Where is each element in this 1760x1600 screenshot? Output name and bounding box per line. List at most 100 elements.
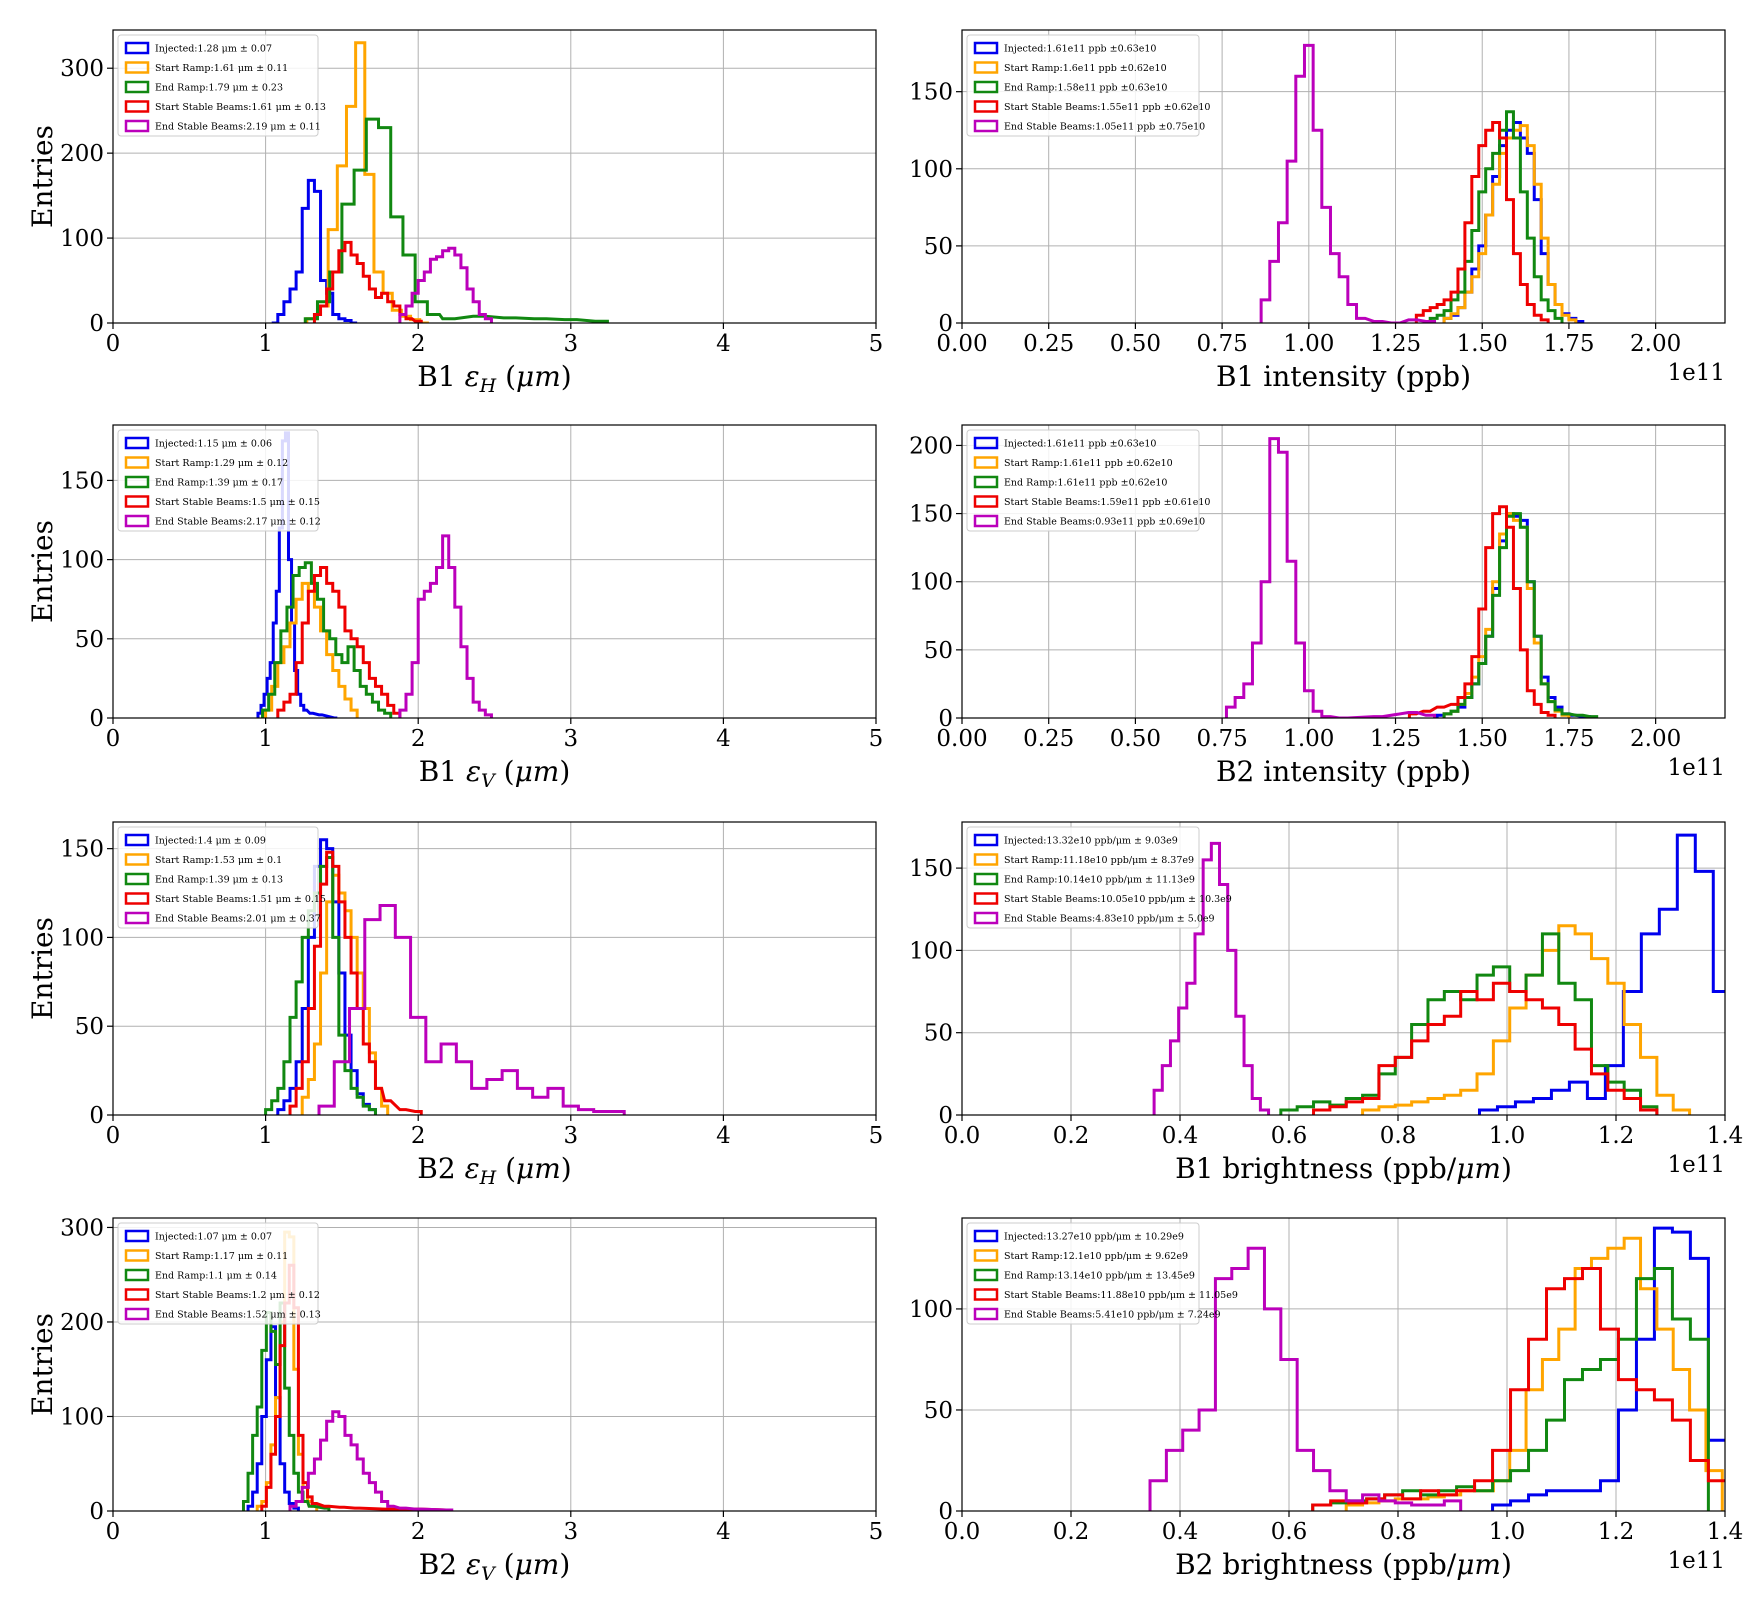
legend-entry: End Ramp:10.14e10 ppb/μm ± 11.13e9 [1004, 875, 1195, 886]
x-tick-label: 1.0 [1489, 1519, 1526, 1545]
y-axis-label: Entries [26, 917, 59, 1020]
unit-close: ) [1501, 1152, 1512, 1185]
legend-entry: Start Stable Beams:1.5 μm ± 0.15 [155, 497, 320, 508]
histogram-series-4 [1148, 1246, 1463, 1511]
x-tick-label: 1.00 [1283, 331, 1334, 357]
unit-close: ) [559, 1548, 570, 1581]
y-tick-label: 200 [909, 433, 953, 459]
legend: Injected:13.27e10 ppb/μm ± 10.29e9 Start … [966, 1222, 1238, 1325]
legend-box [966, 826, 1200, 929]
epsilon-symbol: ε [466, 755, 481, 788]
legend-entry: End Ramp:1.79 μm ± 0.23 [155, 83, 283, 94]
legend-swatch [124, 1288, 150, 1301]
histogram-series-4 [317, 903, 626, 1115]
unit-open: ( [495, 755, 515, 788]
x-tick-label: 0.0 [944, 1519, 981, 1545]
histogram-series-3 [1311, 1267, 1725, 1511]
histogram-series-3 [260, 1263, 453, 1511]
legend-swatch [124, 119, 150, 133]
histogram-series-2 [261, 561, 393, 718]
legend-box [117, 1222, 319, 1325]
x-tick-label: 0.6 [1271, 1123, 1308, 1149]
unit-mu: μm [1456, 1152, 1501, 1185]
x-tick-label: 1.0 [1489, 1123, 1526, 1149]
legend-entry: Start Ramp:1.61 μm ± 0.11 [155, 63, 288, 74]
y-tick-label: 50 [924, 1398, 953, 1424]
plot-frame [112, 424, 877, 719]
legend-swatch [973, 892, 999, 905]
legend-entry: End Stable Beams:2.19 μm ± 0.11 [155, 122, 321, 133]
unit-close: ) [561, 1152, 572, 1185]
legend-swatch [973, 456, 999, 469]
legend-swatch [124, 436, 150, 450]
histogram-series-0 [271, 178, 358, 323]
x-axis-label: B1 εH (μm) [417, 360, 571, 397]
legend-entry: Start Stable Beams:1.51 μm ± 0.15 [155, 894, 326, 905]
legend-entry: Start Ramp:1.6e11 ppb ±0.62e10 [1004, 63, 1167, 74]
x-tick-label: 1.25 [1370, 331, 1421, 357]
x-tick-label: 4 [716, 726, 731, 752]
y-tick-label: 100 [60, 925, 104, 951]
panel-b2-brightness: 0.0 0.2 0.4 0.6 0.8 1.0 1.2 1.4 0 50 100 B2 brightn… [909, 1217, 1743, 1581]
panel-b2-ev: 0 1 2 3 4 5 0 100 200 300 B2 εV (μm) Entries Injecte… [26, 1215, 883, 1585]
histogram-series-3 [1312, 981, 1659, 1115]
legend-entry: End Ramp:1.1 μm ± 0.14 [155, 1271, 277, 1282]
legend-entry: Injected:13.32e10 ppb/μm ± 9.03e9 [1004, 836, 1178, 847]
x-tick-label: 1.50 [1457, 726, 1508, 752]
legend-entry: Injected:13.27e10 ppb/μm ± 10.29e9 [1004, 1232, 1184, 1243]
histogram-series-0 [1477, 833, 1725, 1115]
epsilon-symbol: ε [465, 1152, 480, 1185]
histogram-series-4 [1152, 841, 1271, 1115]
legend-swatch [124, 892, 150, 905]
y-tick-label: 300 [60, 1215, 104, 1241]
panel-b1-eh: 0 1 2 3 4 5 0 100 200 300 B1 εH (μm) Entries Injecte… [26, 29, 884, 397]
histogram-series-1 [264, 581, 359, 718]
legend-swatch [124, 872, 150, 886]
histogram-series-3 [288, 850, 423, 1115]
x-tick-label: 2.00 [1630, 331, 1681, 357]
x-tick-label: 1 [258, 726, 273, 752]
y-tick-label: 200 [60, 141, 104, 167]
y-tick-label: 100 [60, 226, 104, 252]
legend-entry: Start Ramp:1.29 μm ± 0.12 [155, 458, 288, 469]
x-tick-label: 2 [411, 331, 426, 357]
unit-close: ) [1501, 1548, 1512, 1581]
x-tick-label: 1.50 [1457, 331, 1508, 357]
legend: Injected:13.32e10 ppb/μm ± 9.03e9 Start R… [966, 826, 1232, 929]
legend-box [966, 429, 1200, 532]
histogram-series-3 [1414, 121, 1550, 323]
legend-box [117, 34, 319, 137]
legend-swatch [973, 1229, 999, 1243]
unit-mu: μm [516, 1152, 561, 1185]
legend-swatch [973, 872, 999, 886]
x-tick-label: 5 [869, 1519, 884, 1545]
x-tick-label: 3 [563, 331, 578, 357]
histogram-series-2 [241, 1301, 331, 1511]
legend-entry: End Stable Beams:2.17 μm ± 0.12 [155, 517, 321, 528]
y-tick-label: 0 [89, 311, 104, 337]
legend-entry: End Stable Beams:1.05e11 ppb ±0.75e10 [1004, 122, 1205, 133]
y-tick-label: 100 [60, 1404, 104, 1430]
x-tick-label: 0.6 [1271, 1519, 1308, 1545]
legend-swatch [124, 833, 150, 847]
unit-mu: μm [515, 755, 560, 788]
x-axis-label: B1 intensity (ppb) [1216, 360, 1471, 393]
unit-open: ( [495, 1548, 515, 1581]
legend-swatch [124, 911, 150, 925]
x-tick-label: 4 [716, 1519, 731, 1545]
x-tick-label: 5 [869, 331, 884, 357]
y-tick-label: 200 [60, 1310, 104, 1336]
legend: Injected:1.61e11 ppb ±0.63e10 Start Ramp:… [966, 429, 1210, 532]
legend-entry: Start Ramp:1.53 μm ± 0.1 [155, 855, 282, 866]
epsilon-subscript: H [479, 375, 497, 397]
legend-entry: Start Stable Beams:11.88e10 ppb/μm ± 11.… [1004, 1290, 1238, 1301]
legend-swatch [124, 61, 150, 74]
legend-entry: Start Stable Beams:1.59e11 ppb ±0.61e10 [1004, 497, 1210, 508]
epsilon-symbol: ε [466, 1548, 481, 1581]
histogram-series-4 [1224, 437, 1437, 718]
legend-entry: End Ramp:1.61e11 ppb ±0.62e10 [1004, 478, 1167, 489]
legend-entry: End Stable Beams:1.52 μm ± 0.13 [155, 1310, 321, 1321]
x-axis-label: B1 brightness (ppb/μm) [1175, 1152, 1512, 1185]
legend-entry: Start Ramp:1.17 μm ± 0.11 [155, 1251, 288, 1262]
legend-swatch [124, 495, 150, 508]
